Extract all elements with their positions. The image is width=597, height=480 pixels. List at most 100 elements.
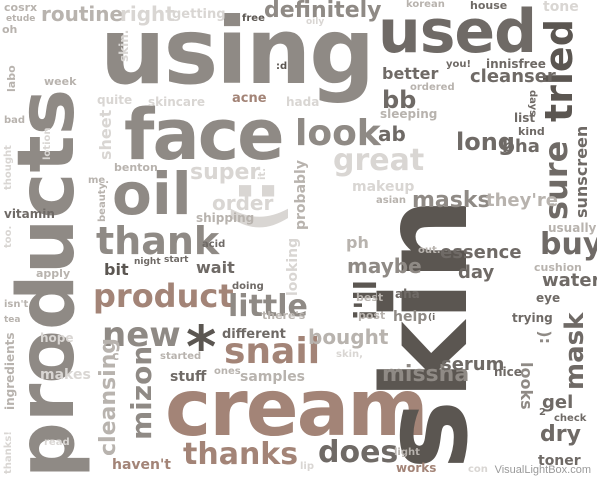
word-lip: lip bbox=[300, 461, 315, 472]
word-nice: nice bbox=[494, 365, 522, 379]
word-ones: ones bbox=[214, 366, 241, 377]
word-hope: hope bbox=[40, 331, 74, 345]
word-product: product bbox=[93, 277, 234, 315]
word-routine: routine bbox=[41, 2, 124, 26]
word-usually: usually bbox=[548, 221, 597, 235]
word-water: water bbox=[542, 270, 597, 291]
word-tone: tone bbox=[543, 0, 579, 15]
word-thanks2: thanks! bbox=[3, 431, 14, 474]
word-oil: oil bbox=[112, 160, 192, 228]
word-getting: getting bbox=[172, 7, 226, 22]
word-theyre: they're bbox=[486, 190, 558, 211]
word-ingredients: ingredients bbox=[3, 332, 17, 410]
word-light: light bbox=[394, 447, 420, 458]
word-sleeping: sleeping bbox=[380, 107, 438, 121]
word-new: new bbox=[102, 315, 181, 355]
word-day: day bbox=[458, 262, 495, 283]
word-benton: benton bbox=[114, 161, 158, 174]
word-missha: missha bbox=[382, 362, 470, 387]
word-buy: buy bbox=[540, 227, 597, 262]
word-ph: ph bbox=[346, 233, 369, 252]
word-apply: apply bbox=[36, 267, 71, 280]
word-face: face bbox=[124, 94, 285, 176]
word-c: c bbox=[112, 349, 120, 363]
word-free: free bbox=[242, 13, 265, 24]
word-innisfree: innisfree bbox=[486, 57, 546, 71]
word-house: house bbox=[470, 0, 508, 12]
word-maybe: maybe bbox=[347, 254, 422, 278]
word-two: 2 bbox=[539, 407, 546, 418]
word-great: great bbox=[333, 143, 425, 178]
word-isnt: isn't bbox=[4, 299, 29, 310]
word-skin3: skin, bbox=[336, 349, 363, 360]
word-kind: kind bbox=[518, 125, 545, 138]
word-makeup: makeup bbox=[352, 179, 415, 195]
word-right: right bbox=[120, 2, 175, 26]
word-sunscreen: sunscreen bbox=[572, 125, 591, 218]
word-theres: there's bbox=[262, 309, 306, 322]
word-mask: mask bbox=[560, 312, 590, 390]
word-using: using bbox=[100, 0, 375, 105]
word-stuff: stuff bbox=[170, 369, 207, 385]
word-oh: oh bbox=[2, 23, 18, 36]
word-look: look bbox=[295, 113, 381, 154]
word-i: (i bbox=[428, 313, 436, 323]
word-eye: eye bbox=[536, 291, 561, 305]
word-makes: makes bbox=[40, 367, 91, 383]
word-lotion: lotion bbox=[42, 127, 53, 161]
word-cosrx: cosrx bbox=[4, 1, 38, 14]
word-bit: bit bbox=[104, 260, 129, 279]
word-read: read bbox=[44, 437, 70, 448]
word-thanks: thanks bbox=[183, 437, 299, 472]
word-trying: trying bbox=[512, 311, 553, 325]
word-korean: korean bbox=[406, 0, 445, 10]
word-used: used bbox=[378, 0, 537, 67]
word-best: best bbox=[356, 291, 384, 304]
word-long: long bbox=[456, 128, 515, 156]
word-cream: cream bbox=[165, 364, 429, 454]
word-week: week bbox=[44, 75, 77, 88]
word-vitamin: vitamin bbox=[4, 207, 55, 221]
word-quite: quite bbox=[97, 93, 133, 107]
word-super: super bbox=[190, 160, 261, 185]
word-star: * bbox=[186, 313, 217, 381]
word-ordered: ordered bbox=[410, 82, 455, 93]
word-gel: gel bbox=[542, 392, 574, 413]
word-does: does bbox=[318, 435, 399, 470]
word-asian: asian bbox=[376, 195, 406, 206]
word-con: con bbox=[468, 464, 488, 475]
word-out: out. bbox=[418, 245, 441, 256]
word-sheet: sheet bbox=[96, 109, 115, 160]
word-aha: aha bbox=[395, 287, 420, 301]
word-bb: bb bbox=[382, 86, 417, 114]
word-wait: wait bbox=[196, 258, 235, 277]
word-thank: thank bbox=[96, 219, 220, 263]
word-cleanser: cleanser bbox=[470, 66, 556, 87]
word-me: me. bbox=[88, 175, 110, 186]
word-night: night bbox=[134, 257, 161, 267]
word-you: you! bbox=[446, 59, 472, 70]
word-d: :d bbox=[276, 61, 288, 72]
word-bha: bha bbox=[502, 136, 540, 157]
word-list: list bbox=[514, 111, 536, 125]
word-essence: essence bbox=[440, 242, 522, 263]
word-acne: acne bbox=[232, 91, 267, 106]
word-masks: masks bbox=[412, 188, 491, 213]
word-probably: probably bbox=[293, 160, 309, 230]
word-etude: etude bbox=[6, 14, 36, 24]
word-skincare: skincare bbox=[148, 95, 206, 109]
word-too: too. bbox=[3, 225, 14, 248]
word-snail: snail bbox=[224, 331, 321, 372]
word-looking: looking bbox=[285, 237, 301, 296]
word-labo: labo bbox=[5, 65, 18, 92]
word-havent: haven't bbox=[112, 457, 171, 473]
word-order: order bbox=[212, 191, 274, 215]
word-definitely: definitely bbox=[264, 0, 382, 23]
word-thought: thought bbox=[3, 145, 14, 190]
word-bought: bought bbox=[308, 325, 389, 349]
word-skin2: skin. bbox=[117, 29, 131, 62]
word-little: little bbox=[228, 289, 308, 324]
word-cushion: cushion bbox=[534, 261, 582, 274]
word-it: it. bbox=[257, 167, 268, 180]
